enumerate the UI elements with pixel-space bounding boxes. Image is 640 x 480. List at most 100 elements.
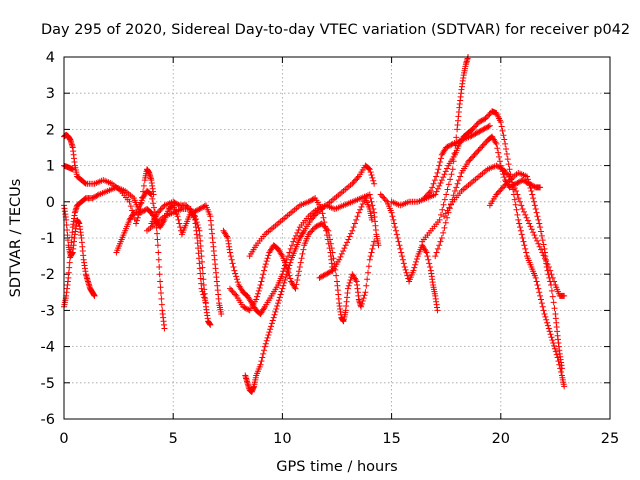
data-point: [444, 186, 451, 193]
data-point: [423, 249, 430, 256]
data-point: [158, 205, 165, 212]
data-point: [432, 191, 439, 198]
data-point: [295, 272, 302, 279]
data-point: [434, 169, 441, 176]
data-point: [494, 145, 501, 152]
data-point: [442, 219, 449, 226]
data-point: [517, 227, 524, 234]
data-point: [200, 276, 207, 283]
data-point: [66, 264, 73, 271]
data-point: [244, 305, 251, 312]
x-tick-label: 0: [59, 431, 68, 447]
data-point: [133, 217, 140, 224]
series-arc-9: [226, 220, 378, 325]
data-point: [441, 224, 448, 231]
data-point: [324, 270, 331, 277]
data-point: [307, 216, 314, 223]
data-point: [434, 245, 441, 252]
data-point: [425, 190, 432, 197]
data-point: [468, 132, 475, 139]
data-point: [175, 201, 182, 208]
data-point: [258, 358, 265, 365]
data-point: [517, 198, 524, 205]
data-point: [277, 291, 284, 298]
data-point: [202, 300, 209, 307]
data-point: [544, 322, 551, 329]
data-point: [355, 209, 362, 216]
data-point: [534, 213, 541, 220]
data-point: [299, 250, 306, 257]
data-point: [533, 278, 540, 285]
data-point: [240, 303, 247, 310]
data-point: [479, 143, 486, 150]
data-point: [305, 198, 312, 205]
data-point: [140, 188, 147, 195]
data-point: [359, 200, 366, 207]
data-point: [300, 246, 307, 253]
data-point: [318, 220, 325, 227]
data-point: [321, 271, 328, 278]
data-point: [445, 209, 452, 216]
chart-title: Day 295 of 2020, Sidereal Day-to-day VTE…: [41, 22, 630, 38]
data-point: [313, 223, 320, 230]
data-point: [309, 215, 316, 222]
data-point: [358, 203, 365, 210]
data-point: [524, 217, 531, 224]
data-point: [264, 334, 271, 341]
data-point: [197, 205, 204, 212]
data-point: [470, 124, 477, 131]
data-point: [476, 128, 483, 135]
data-point: [505, 161, 512, 168]
data-point: [65, 269, 72, 276]
data-point: [134, 214, 141, 221]
data-point: [365, 165, 372, 172]
data-point: [465, 158, 472, 165]
data-point: [241, 304, 248, 311]
data-point: [554, 354, 561, 361]
data-point: [413, 255, 420, 262]
data-points: [61, 54, 568, 395]
data-point: [228, 287, 235, 294]
data-point: [474, 148, 481, 155]
data-point: [537, 292, 544, 299]
data-point: [158, 295, 165, 302]
data-point: [368, 172, 375, 179]
data-point: [543, 263, 550, 270]
series-arc-10: [242, 162, 378, 395]
data-point: [437, 158, 444, 165]
data-point: [472, 150, 479, 157]
data-point: [268, 320, 275, 327]
data-point: [358, 303, 365, 310]
data-point: [471, 131, 478, 138]
series-arc-15: [419, 54, 472, 245]
data-point: [496, 153, 503, 160]
data-point: [317, 221, 324, 228]
data-point: [371, 180, 378, 187]
data-point: [548, 334, 555, 341]
data-point: [323, 227, 330, 234]
data-point: [336, 256, 343, 263]
data-point: [536, 220, 543, 227]
data-point: [482, 140, 489, 147]
data-point: [468, 154, 475, 161]
data-point: [546, 274, 553, 281]
data-point: [538, 300, 545, 307]
data-point: [427, 263, 434, 270]
data-point: [337, 253, 344, 260]
data-point: [437, 211, 444, 218]
y-tick-label: 1: [46, 159, 55, 175]
data-point: [226, 249, 233, 256]
data-point: [174, 200, 181, 207]
data-point: [482, 124, 489, 131]
data-point: [434, 185, 441, 192]
data-point: [364, 276, 371, 283]
data-point: [137, 209, 144, 216]
data-point: [503, 151, 510, 158]
data-point: [156, 271, 163, 278]
data-point: [140, 182, 147, 189]
data-point: [440, 201, 447, 208]
data-point: [507, 183, 514, 190]
data-point: [472, 123, 479, 130]
data-point: [349, 227, 356, 234]
data-point: [227, 253, 234, 260]
